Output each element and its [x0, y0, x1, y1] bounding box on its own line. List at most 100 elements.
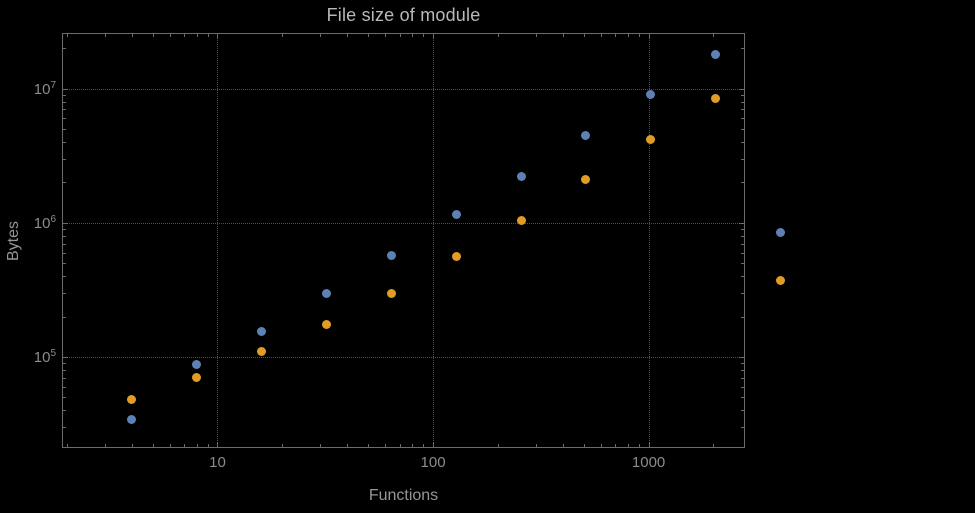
data-point-orange-series [386, 288, 396, 298]
x-tick-mark [152, 444, 154, 447]
y-tick-mark [63, 293, 66, 295]
y-tick-label: 107 [33, 79, 56, 98]
y-tick-mark [63, 397, 66, 399]
x-tick-mark [497, 444, 499, 447]
y-tick-mark [741, 101, 744, 103]
y-tick-mark [741, 427, 744, 429]
data-point-blue-series [776, 227, 786, 237]
x-tick-mark [627, 34, 629, 37]
x-tick-mark [320, 34, 322, 37]
x-tick-mark [399, 444, 401, 447]
y-tick-mark [63, 88, 68, 90]
data-point-blue-series [192, 360, 202, 369]
data-point-orange-series [127, 395, 137, 405]
x-gridline [648, 34, 650, 447]
x-tick-mark [412, 444, 414, 447]
data-point-blue-series [581, 130, 591, 140]
y-tick-mark [63, 229, 66, 230]
data-point-blue-series [386, 251, 396, 261]
y-tick-mark [63, 118, 66, 120]
y-tick-mark [63, 48, 66, 50]
x-tick-mark [713, 34, 715, 37]
plot-frame [62, 33, 745, 448]
x-tick-mark [535, 34, 537, 37]
y-tick-mark [741, 94, 744, 96]
x-tick-mark [627, 444, 629, 447]
x-tick-mark [535, 444, 537, 447]
x-tick-mark [104, 444, 106, 447]
y-tick-mark [63, 182, 66, 184]
x-tick-mark [638, 444, 640, 447]
x-tick-mark [600, 444, 602, 447]
x-tick-mark [207, 34, 209, 37]
y-tick-mark [741, 142, 744, 144]
x-tick-mark [497, 34, 499, 37]
x-tick-mark [368, 444, 370, 447]
y-tick-mark [741, 293, 744, 295]
x-tick-label: 100 [420, 454, 446, 471]
y-gridline [63, 222, 744, 224]
x-tick-mark [184, 34, 186, 37]
x-tick-mark [131, 444, 133, 447]
y-tick-mark [739, 222, 744, 224]
y-tick-mark [63, 235, 66, 237]
y-tick-mark [63, 316, 66, 318]
y-tick-mark [741, 386, 744, 388]
y-tick-mark [63, 158, 66, 160]
y-tick-mark [741, 129, 744, 131]
x-tick-mark [562, 444, 564, 447]
x-tick-mark [412, 34, 414, 37]
chart-title: File size of module [326, 5, 481, 25]
data-point-orange-series [581, 175, 591, 185]
y-tick-mark [741, 243, 744, 245]
x-tick-mark [320, 444, 322, 447]
data-point-blue-series [127, 415, 137, 425]
x-tick-mark [615, 444, 617, 447]
data-point-blue-series [516, 172, 526, 182]
y-tick-mark [741, 263, 744, 265]
x-tick-mark [399, 34, 401, 37]
y-tick-mark [63, 377, 66, 379]
y-tick-mark [63, 427, 66, 429]
data-point-blue-series [711, 49, 721, 59]
y-tick-mark [63, 94, 66, 96]
x-tick-mark [583, 444, 585, 447]
x-tick-mark [423, 34, 425, 37]
x-gridline [433, 34, 435, 447]
x-tick-mark [433, 34, 435, 39]
x-tick-mark [169, 444, 171, 447]
x-tick-mark [433, 442, 435, 447]
data-point-orange-series [451, 252, 461, 262]
data-point-blue-series [646, 90, 656, 100]
x-tick-mark [196, 444, 198, 447]
y-gridline [63, 88, 744, 90]
y-tick-mark [741, 316, 744, 318]
x-tick-mark [196, 34, 198, 37]
x-tick-mark [207, 444, 209, 447]
x-tick-mark [423, 444, 425, 447]
y-tick-mark [63, 263, 66, 265]
data-point-blue-series [256, 327, 266, 336]
y-tick-mark [739, 357, 744, 359]
x-tick-label: 1000 [631, 454, 666, 471]
x-axis-label: Functions [368, 487, 439, 504]
y-gridline [63, 357, 744, 359]
data-point-orange-series [516, 215, 526, 225]
data-point-orange-series [192, 373, 202, 383]
x-tick-mark [583, 34, 585, 37]
x-tick-mark [169, 34, 171, 37]
y-tick-mark [63, 142, 66, 144]
y-tick-mark [741, 410, 744, 412]
x-gridline [217, 34, 219, 447]
y-tick-label: 105 [33, 348, 56, 367]
x-tick-mark [562, 34, 564, 37]
y-tick-mark [741, 377, 744, 379]
data-point-orange-series [256, 346, 266, 356]
y-tick-mark [63, 222, 68, 224]
x-tick-mark [638, 34, 640, 37]
y-tick-mark [63, 129, 66, 131]
x-tick-mark [66, 34, 68, 37]
data-point-orange-series [711, 93, 721, 103]
x-tick-mark [217, 34, 219, 39]
x-tick-mark [648, 34, 650, 39]
